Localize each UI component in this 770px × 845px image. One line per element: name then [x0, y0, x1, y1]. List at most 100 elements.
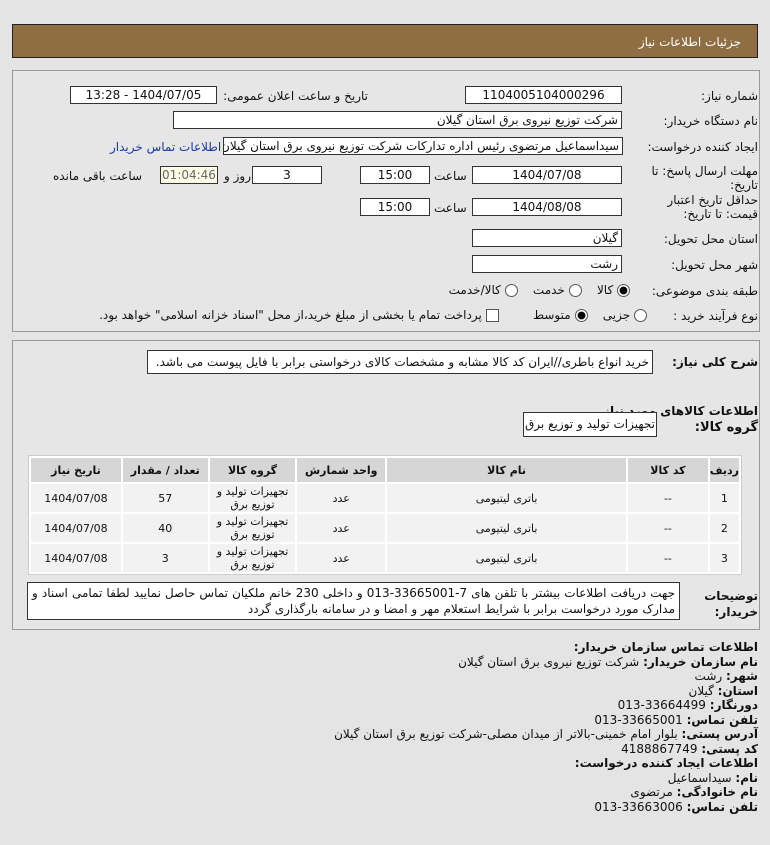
- deadline-date-field[interactable]: 1404/07/08: [472, 166, 622, 184]
- buyer-label: نام دستگاه خریدار:: [663, 114, 759, 128]
- creator-phone-label: تلفن تماس:: [686, 799, 758, 814]
- cell-row: 3: [709, 544, 739, 572]
- need-number-label: شماره نیاز:: [701, 89, 758, 103]
- treasury-checkbox[interactable]: [485, 309, 499, 322]
- validity-label: حداقل تاریخ اعتبار قیمت: تا تاریخ:: [667, 193, 758, 221]
- fax-value: 33664499-013: [617, 698, 706, 712]
- name-label: نام:: [735, 770, 758, 785]
- radio-goods-service-label: کالا/خدمت: [448, 283, 501, 297]
- deadline-time-field[interactable]: 15:00: [360, 166, 430, 184]
- province-field[interactable]: گیلان: [472, 229, 622, 247]
- contact-province-value: گیلان: [688, 683, 714, 698]
- address-label: آدرس پستی:: [681, 727, 758, 741]
- cell-row: 2: [709, 514, 739, 542]
- col-unit: واحد شمارش: [297, 458, 386, 482]
- org-label: نام سازمان خریدار:: [643, 654, 758, 669]
- page-title: جزئیات اطلاعات نیاز: [638, 35, 741, 49]
- group-field: تجهیزات تولید و توزیع برق: [523, 412, 657, 437]
- category-radio-group: کالا خدمت کالا/خدمت: [449, 283, 630, 297]
- announce-field[interactable]: 1404/07/05 - 13:28: [70, 86, 217, 104]
- creator-phone-value: 33663006-013: [594, 799, 683, 814]
- cell-name: باتری لیتیومی: [387, 544, 627, 572]
- radio-goods[interactable]: [617, 284, 630, 297]
- deadline-time-label: ساعت: [434, 169, 467, 183]
- cell-name: باتری لیتیومی: [387, 514, 627, 542]
- table-row: 3 -- باتری لیتیومی عدد تجهیزات تولید و توزیع…: [31, 544, 739, 572]
- cell-name: باتری لیتیومی: [387, 484, 627, 512]
- days-label: روز و: [224, 169, 251, 183]
- radio-goods-service[interactable]: [504, 284, 518, 297]
- city-field[interactable]: رشت: [472, 255, 622, 273]
- deadline-label-line2: تاریخ:: [730, 178, 758, 192]
- cell-unit: عدد: [297, 544, 386, 572]
- col-date: تاریخ نیاز: [31, 458, 121, 482]
- summary-field: خرید انواع باطری//ایران کد کالا مشابه و …: [147, 350, 653, 374]
- col-qty: تعداد / مقدار: [122, 458, 208, 482]
- cell-qty: 40: [122, 514, 208, 542]
- contact-info: اطلاعات تماس سازمان خریدار: نام سازمان خ…: [258, 640, 758, 814]
- name-value: سیداسماعیل: [667, 770, 732, 785]
- cell-qty: 3: [122, 544, 208, 572]
- cell-qty: 57: [122, 484, 208, 512]
- cell-date: 1404/07/08: [31, 484, 121, 512]
- remaining-label: ساعت باقی مانده: [53, 169, 143, 183]
- radio-medium[interactable]: [574, 309, 588, 322]
- process-label: نوع فرآیند خرید :: [673, 309, 758, 323]
- cell-date: 1404/07/08: [31, 514, 121, 542]
- need-number-field[interactable]: 1104005104000296: [465, 86, 622, 104]
- validity-label-line1: حداقل تاریخ اعتبار: [667, 193, 758, 207]
- page-header: جزئیات اطلاعات نیاز: [12, 24, 758, 58]
- family-label: نام خانوادگی:: [676, 785, 758, 799]
- goods-table: ردیف کد کالا نام کالا واحد شمارش گروه کا…: [28, 455, 742, 575]
- summary-label: شرح کلی نیاز:: [672, 355, 758, 369]
- contact-city-value: رشت: [694, 669, 723, 683]
- category-label: طبقه بندی موضوعی:: [651, 284, 758, 298]
- contact-heading: اطلاعات تماس سازمان خریدار:: [573, 640, 758, 654]
- announce-label: تاریخ و ساعت اعلان عمومی:: [223, 89, 368, 103]
- remaining-timer: 01:04:46: [160, 166, 218, 184]
- validity-date-field[interactable]: 1404/08/08: [472, 198, 622, 216]
- validity-time-label: ساعت: [434, 201, 467, 215]
- radio-minor-label: جزیی: [602, 308, 631, 322]
- validity-time-field[interactable]: 15:00: [360, 198, 430, 216]
- col-group: گروه کالا: [209, 458, 296, 482]
- cell-code: --: [628, 484, 708, 512]
- radio-service-label: خدمت: [532, 283, 565, 297]
- deadline-label-line1: مهلت ارسال پاسخ: تا: [651, 164, 758, 178]
- table-header-row: ردیف کد کالا نام کالا واحد شمارش گروه کا…: [31, 458, 739, 482]
- creator-field[interactable]: سیداسماعیل مرتضوی رئیس اداره تدارکات شرک…: [223, 137, 623, 155]
- address-value: بلوار امام خمینی-بالاتر از میدان مصلی-شر…: [334, 727, 678, 741]
- group-label: گروه کالا:: [694, 420, 758, 435]
- treasury-note: پرداخت تمام یا بخشی از مبلغ خرید،از محل …: [99, 308, 482, 322]
- deadline-label: مهلت ارسال پاسخ: تا تاریخ:: [651, 164, 758, 192]
- contact-province-label: استان:: [717, 683, 758, 698]
- creator-heading: اطلاعات ایجاد کننده درخواست:: [574, 756, 758, 770]
- postal-value: 4188867749: [621, 741, 698, 756]
- notes-field: جهت دریافت اطلاعات بیشتر با تلفن های 7-3…: [27, 582, 680, 620]
- buyer-field[interactable]: شرکت توزیع نیروی برق استان گیلان: [173, 111, 622, 129]
- radio-service[interactable]: [568, 284, 582, 297]
- cell-code: --: [628, 544, 708, 572]
- cell-row: 1: [709, 484, 739, 512]
- phone-label: تلفن تماس:: [686, 712, 758, 727]
- cell-group: تجهیزات تولید و توزیع برق: [209, 514, 296, 542]
- validity-label-line2: قیمت: تا تاریخ:: [683, 207, 758, 221]
- contact-city-label: شهر:: [726, 669, 758, 683]
- process-radio-group: جزیی متوسط پرداخت تمام یا بخشی از مبلغ خ…: [99, 308, 647, 322]
- phone-value: 33665001-013: [594, 712, 683, 727]
- postal-label: کد پستی:: [701, 741, 758, 756]
- cell-group: تجهیزات تولید و توزیع برق: [209, 484, 296, 512]
- cell-date: 1404/07/08: [31, 544, 121, 572]
- radio-minor[interactable]: [634, 309, 647, 322]
- cell-code: --: [628, 514, 708, 542]
- col-code: کد کالا: [628, 458, 708, 482]
- radio-goods-label: کالا: [596, 283, 614, 297]
- buyer-contact-link[interactable]: اطلاعات تماس خریدار: [110, 140, 222, 154]
- radio-medium-label: متوسط: [532, 308, 571, 322]
- cell-group: تجهیزات تولید و توزیع برق: [209, 544, 296, 572]
- creator-label: ایجاد کننده درخواست:: [647, 140, 758, 154]
- notes-label: توضیحات خریدار:: [704, 589, 758, 619]
- family-value: مرتضوی: [630, 785, 673, 799]
- cell-unit: عدد: [297, 484, 386, 512]
- cell-unit: عدد: [297, 514, 386, 542]
